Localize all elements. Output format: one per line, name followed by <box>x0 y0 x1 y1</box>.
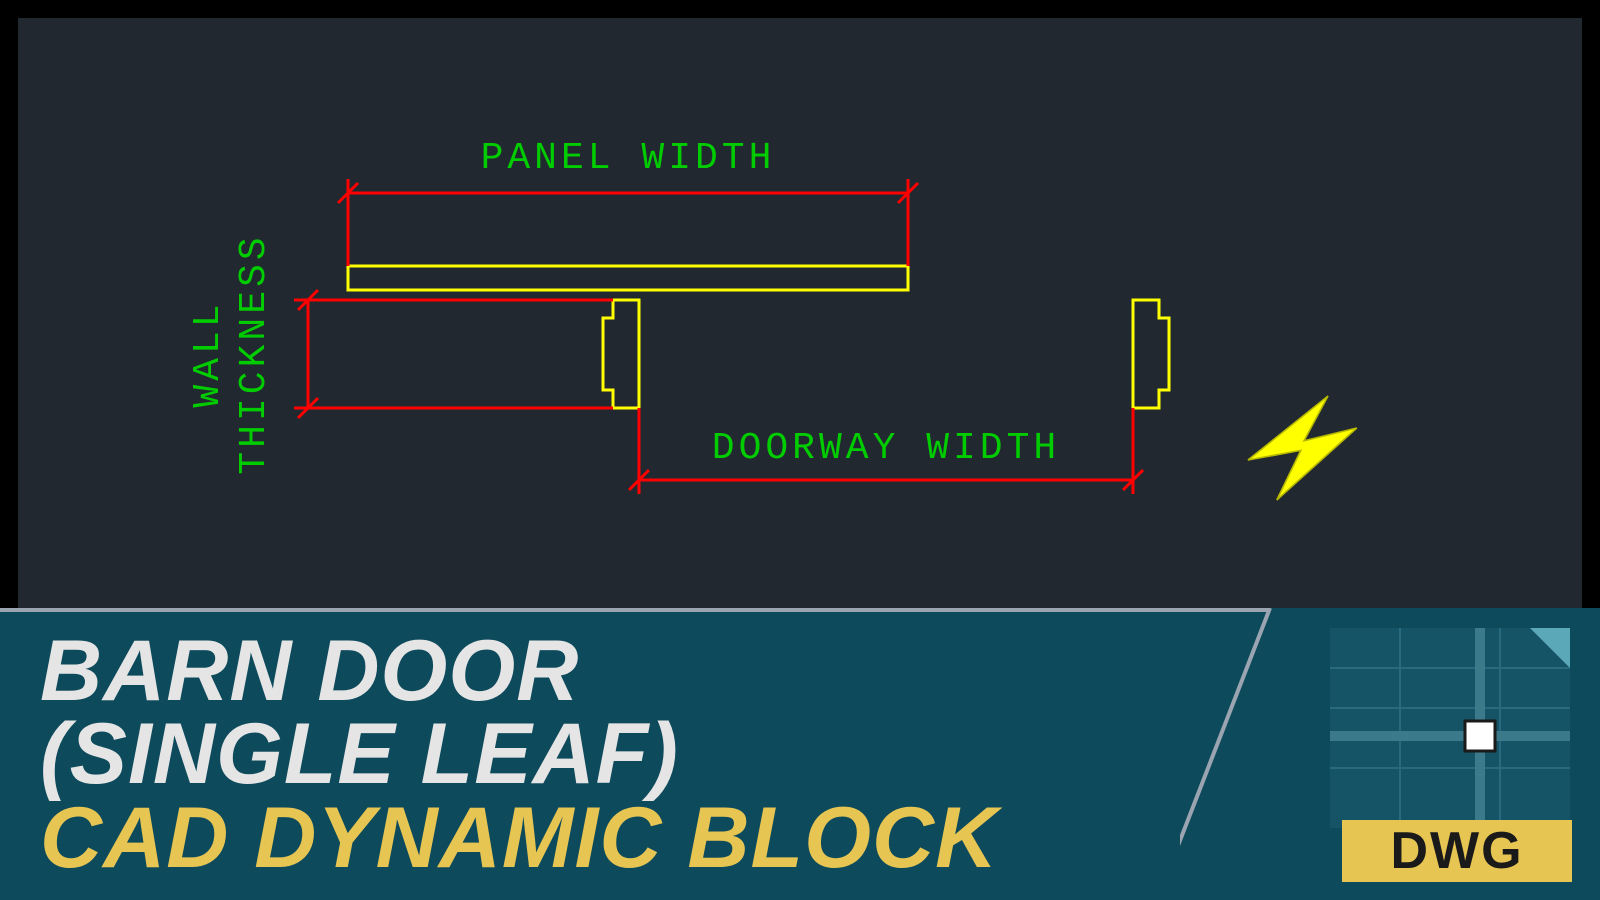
banner-text: BARN DOOR (SINGLE LEAF) CAD DYNAMIC BLOC… <box>40 630 998 880</box>
jamb-left <box>603 300 639 408</box>
dim-wall-thickness-label-1: WALL <box>187 300 230 407</box>
title-banner: BARN DOOR (SINGLE LEAF) CAD DYNAMIC BLOC… <box>0 608 1600 900</box>
dim-doorway-width-label: DOORWAY WIDTH <box>712 427 1060 470</box>
dim-panel-width-label: PANEL WIDTH <box>481 137 776 180</box>
cad-svg: PANEL WIDTH WALL THICKNESS DOORWAY WIDTH <box>18 18 1582 608</box>
door-panel <box>348 266 908 290</box>
jamb-right <box>1133 300 1169 408</box>
cad-drawing-area: PANEL WIDTH WALL THICKNESS DOORWAY WIDTH <box>18 18 1582 608</box>
lightning-icon <box>1248 396 1357 500</box>
banner-subtitle: CAD DYNAMIC BLOCK <box>40 797 998 880</box>
banner-title-line1: BARN DOOR <box>40 630 998 713</box>
dwg-badge-text: DWG <box>1390 821 1523 881</box>
dim-panel-width <box>338 179 918 266</box>
dwg-badge: DWG <box>1342 820 1572 882</box>
dim-wall-thickness <box>294 290 613 418</box>
banner-title-line2: (SINGLE LEAF) <box>40 713 998 796</box>
dim-wall-thickness-label-2: THICKNESS <box>233 233 276 474</box>
